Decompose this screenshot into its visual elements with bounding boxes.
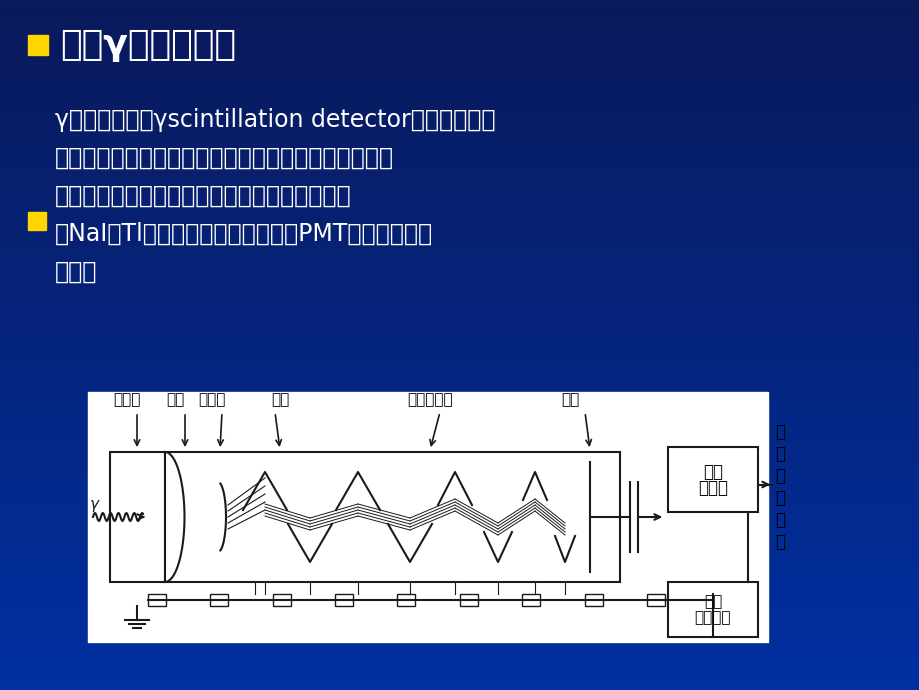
Text: 前置: 前置 <box>702 462 722 480</box>
Text: 闪烁体: 闪烁体 <box>113 392 141 407</box>
Bar <box>667 447 757 512</box>
Bar <box>460 594 477 606</box>
Bar <box>210 594 228 606</box>
Bar <box>165 452 619 582</box>
Text: 放大器: 放大器 <box>698 478 727 497</box>
Text: 至
电
子
学
部
分: 至 电 子 学 部 分 <box>774 422 784 551</box>
Bar <box>522 594 539 606</box>
Text: 〔NaI（Tl）〕晶体、光电倍增管（PMT）和前置放大: 〔NaI（Tl）〕晶体、光电倍增管（PMT）和前置放大 <box>55 222 433 246</box>
Bar <box>584 594 602 606</box>
Bar <box>28 212 46 230</box>
Bar <box>148 594 165 606</box>
Bar <box>272 594 290 606</box>
Bar <box>397 594 415 606</box>
Text: 阳极: 阳极 <box>561 392 578 407</box>
Bar <box>335 594 353 606</box>
Text: 高压电源: 高压电源 <box>694 610 731 625</box>
Bar <box>28 35 48 55</box>
Text: 光阴极: 光阴极 <box>199 392 225 407</box>
Text: 种能量转换器，其作用是将探测到的射线能量转换成可: 种能量转换器，其作用是将探测到的射线能量转换成可 <box>55 146 393 170</box>
Text: 器组成: 器组成 <box>55 260 97 284</box>
Text: 光导: 光导 <box>165 392 184 407</box>
Bar <box>667 582 757 637</box>
Bar <box>110 452 165 582</box>
Bar <box>646 594 664 606</box>
Text: γ闪烁探测器（γscintillation detector）实际上是一: γ闪烁探测器（γscintillation detector）实际上是一 <box>55 108 495 132</box>
Text: 以记录的电脉冲信号。主要部件由碘化钠（铊）: 以记录的电脉冲信号。主要部件由碘化钠（铊） <box>55 184 351 208</box>
Text: 光电倍增管: 光电倍增管 <box>407 392 452 407</box>
Text: γ: γ <box>90 497 99 512</box>
Text: 一、γ闪烁探测器: 一、γ闪烁探测器 <box>60 28 236 62</box>
Text: 联极: 联极 <box>270 392 289 407</box>
Bar <box>88 392 767 642</box>
Text: 稳压: 稳压 <box>703 594 721 609</box>
